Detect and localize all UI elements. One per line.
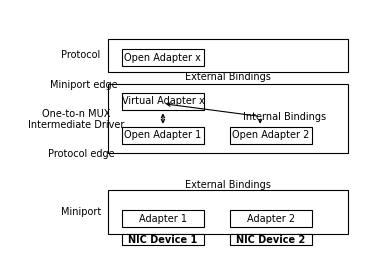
- Text: Miniport edge: Miniport edge: [50, 81, 118, 91]
- Text: Internal Bindings: Internal Bindings: [243, 112, 326, 122]
- Bar: [108, 190, 348, 234]
- Bar: [108, 39, 348, 72]
- Text: Virtual Adapter x: Virtual Adapter x: [122, 96, 204, 106]
- Text: Miniport: Miniport: [61, 207, 101, 217]
- Text: External Bindings: External Bindings: [185, 72, 271, 82]
- Text: Adapter 2: Adapter 2: [247, 214, 295, 224]
- Text: Open Adapter x: Open Adapter x: [125, 53, 201, 63]
- Bar: [122, 127, 204, 144]
- Bar: [108, 84, 348, 153]
- Text: External Bindings: External Bindings: [185, 180, 271, 190]
- Text: One-to-n MUX
Intermediate Driver: One-to-n MUX Intermediate Driver: [28, 109, 125, 130]
- Bar: [122, 93, 204, 110]
- Bar: [122, 49, 204, 66]
- Bar: [230, 234, 312, 245]
- Text: Adapter 1: Adapter 1: [139, 214, 187, 224]
- Text: Protocol: Protocol: [61, 50, 100, 60]
- Text: NIC Device 2: NIC Device 2: [236, 235, 305, 245]
- Bar: [122, 210, 204, 227]
- Text: NIC Device 1: NIC Device 1: [128, 235, 198, 245]
- Bar: [230, 127, 312, 144]
- Text: Protocol edge: Protocol edge: [47, 149, 114, 159]
- Text: Open Adapter 1: Open Adapter 1: [124, 130, 201, 140]
- Bar: [230, 210, 312, 227]
- Bar: [122, 234, 204, 245]
- Text: Open Adapter 2: Open Adapter 2: [232, 130, 309, 140]
